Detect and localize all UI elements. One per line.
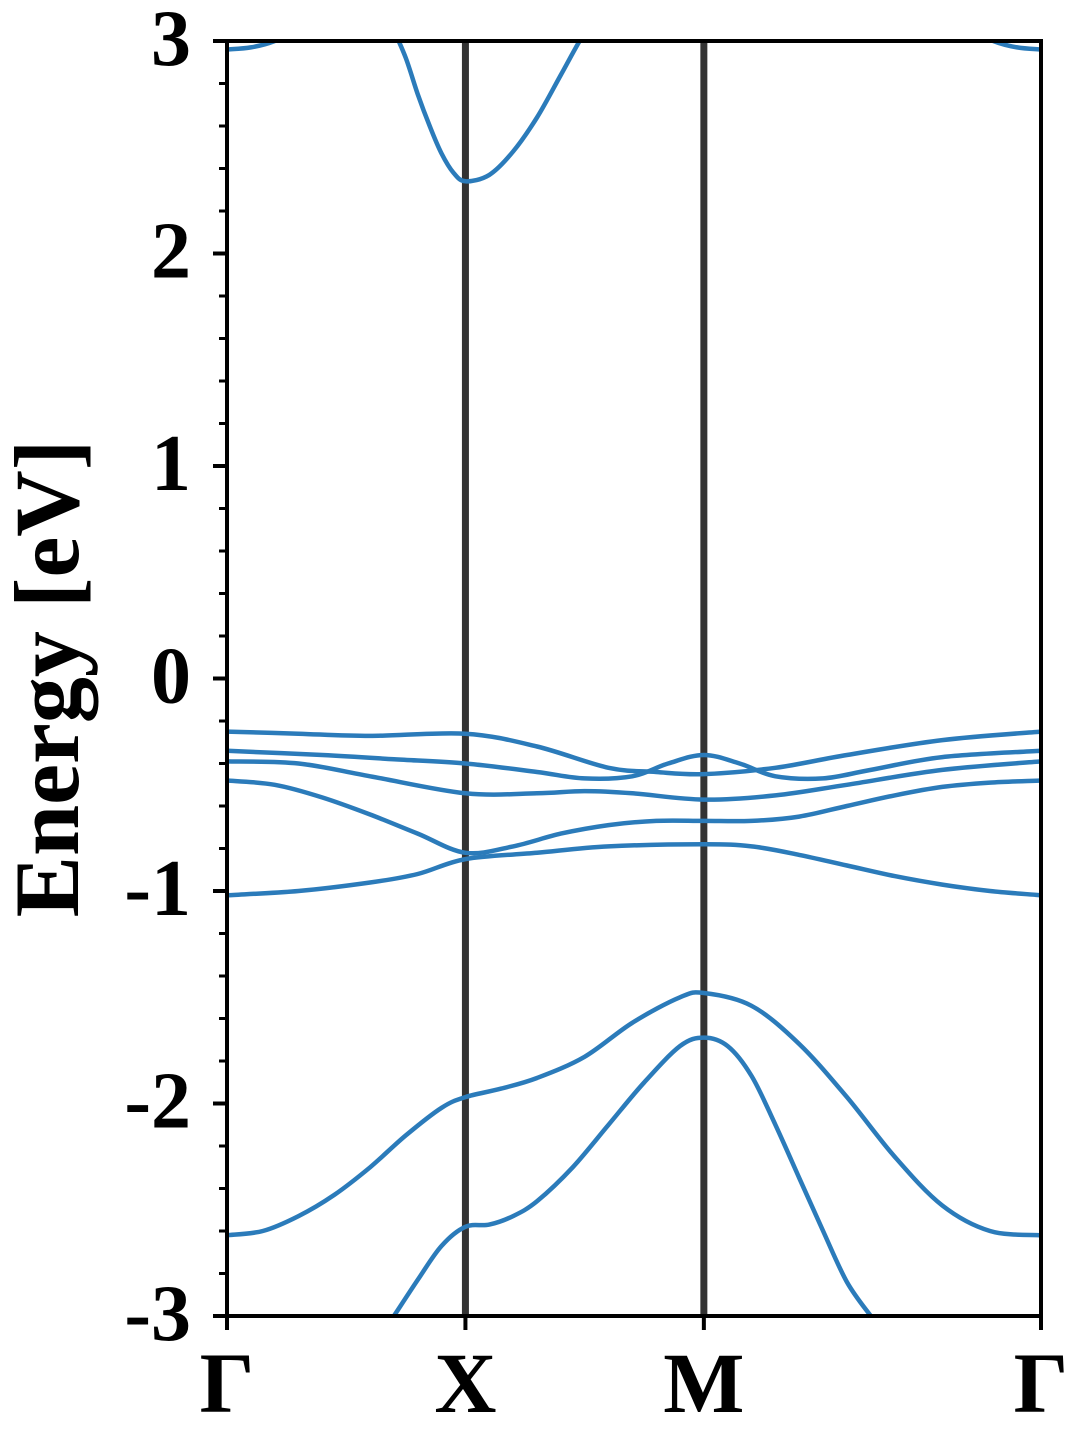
band-line [227, 844, 1041, 895]
x-tick-label: M [663, 1335, 744, 1431]
y-tick-label: -2 [124, 1058, 191, 1146]
y-tick-label: 3 [151, 0, 191, 83]
band-line [227, 992, 1041, 1235]
plot-frame [227, 41, 1041, 1316]
x-tick-label: X [434, 1335, 496, 1431]
band-line [394, 0, 609, 181]
x-ticks [227, 1316, 1041, 1330]
y-tick-label: 0 [151, 633, 191, 721]
k-point-separators [465, 41, 703, 1316]
x-tick-label: Γ [200, 1335, 255, 1431]
x-tick-label: Γ [1014, 1335, 1069, 1431]
y-tick-label: 2 [151, 208, 191, 296]
y-tick-label: 1 [151, 420, 191, 508]
y-tick-label: -3 [124, 1270, 191, 1358]
y-major-ticks [213, 41, 227, 1316]
y-axis-label: Energy [eV] [0, 440, 98, 918]
band-line [227, 732, 1041, 775]
y-tick-label: -1 [124, 845, 191, 933]
band-lines [227, 0, 1041, 1325]
band-line [227, 761, 1041, 799]
y-tick-labels: -3 -2 -1 0 1 2 3 [124, 0, 191, 1358]
